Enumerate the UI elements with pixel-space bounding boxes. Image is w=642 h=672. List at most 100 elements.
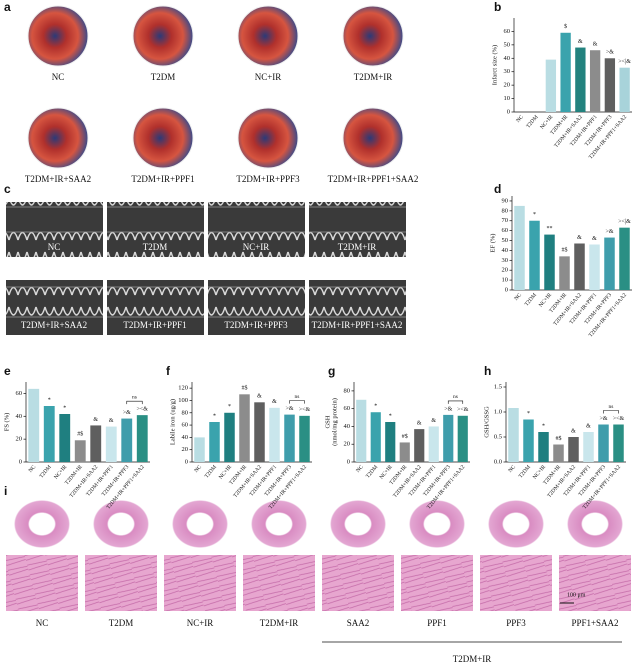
bar <box>28 388 40 462</box>
bar <box>574 243 585 290</box>
bar <box>136 415 148 462</box>
y-tick-label: 70 <box>502 217 509 224</box>
photo-label: NC <box>52 72 65 82</box>
photo-label: PPF3 <box>506 618 526 628</box>
bar <box>560 32 571 113</box>
y-tick-label: 60 <box>16 390 23 397</box>
significance-mark: & <box>431 418 436 424</box>
x-tick-label: NC <box>513 292 523 302</box>
photo-label: NC+IR <box>243 242 270 252</box>
significance-mark: * <box>48 397 51 403</box>
echo-image <box>6 202 103 257</box>
heart-photo <box>27 107 89 169</box>
echo-image <box>107 202 204 257</box>
significance-mark: ><& <box>299 407 311 413</box>
y-tick-label: 0 <box>507 108 510 115</box>
significance-mark: ><& <box>613 416 625 422</box>
bar <box>299 415 310 462</box>
significance-mark: * <box>389 413 392 419</box>
bar <box>523 419 534 462</box>
photo-label: T2DM+IR <box>260 618 299 628</box>
significance-mark: & <box>257 394 262 400</box>
heart-photo <box>132 5 194 67</box>
y-tick-label: 30 <box>504 68 511 75</box>
significance-mark: >& <box>123 410 131 416</box>
significance-mark: * <box>63 405 66 411</box>
panel-letter: i <box>4 484 7 498</box>
bar <box>385 422 396 462</box>
y-tick-label: 100 <box>178 397 188 404</box>
bar <box>74 440 86 462</box>
bar <box>514 205 525 290</box>
significance-mark: & <box>571 428 576 434</box>
significance-mark: >& <box>605 229 613 235</box>
panel-letter: a <box>4 0 11 14</box>
bar <box>613 424 624 462</box>
histology-image <box>322 555 394 611</box>
heart-photo <box>237 107 299 169</box>
y-tick-label: 0.0 <box>494 458 502 465</box>
echo-image <box>309 202 406 257</box>
bar <box>544 234 555 290</box>
panel-letter: g <box>328 364 335 378</box>
y-tick-label: 40 <box>502 247 509 254</box>
x-tick-label: NC+IR <box>53 464 68 481</box>
bracket <box>603 410 619 414</box>
x-tick-label: NC <box>355 464 365 474</box>
y-tick-label: 60 <box>182 422 189 429</box>
photo-label: T2DM+IR+PPF1 <box>123 320 186 330</box>
y-tick-label: 80 <box>502 207 509 214</box>
bar <box>559 256 570 290</box>
bracket-label: ns <box>295 394 300 400</box>
panel-letter: c <box>4 182 11 196</box>
bar <box>90 425 102 462</box>
y-tick-label: 0 <box>19 458 22 465</box>
histology-image <box>480 555 552 611</box>
bar <box>598 424 609 462</box>
y-tick-label: 20 <box>182 446 189 453</box>
bar <box>443 414 454 462</box>
bar <box>121 418 133 462</box>
significance-mark: ><|& <box>618 219 631 225</box>
histology-slice <box>567 500 623 548</box>
significance-mark: ><& <box>137 407 149 413</box>
bar <box>604 58 616 112</box>
y-tick-label: 80 <box>344 387 351 394</box>
heart-photo <box>237 5 299 67</box>
bar <box>619 227 630 290</box>
significance-mark: >& <box>599 416 607 422</box>
significance-mark: & <box>417 420 422 426</box>
y-tick-label: 20 <box>502 267 509 274</box>
significance-mark: & <box>272 399 277 405</box>
heart-photo <box>27 5 89 67</box>
x-tick-label: NC <box>28 464 38 474</box>
significance-mark: >& <box>606 50 614 56</box>
bracket-label: ns <box>453 394 458 400</box>
x-tick-label: T2DM <box>525 114 539 129</box>
bar <box>254 402 265 462</box>
significance-mark: * <box>374 404 377 410</box>
group-label: T2DM+IR <box>453 654 492 664</box>
significance-mark: & <box>578 39 583 45</box>
photo-label: NC <box>48 242 61 252</box>
significance-mark: & <box>586 423 591 429</box>
echo-image <box>107 280 204 335</box>
bar <box>59 414 71 462</box>
significance-mark: #$ <box>77 431 83 438</box>
bar <box>194 437 205 462</box>
histology-image <box>6 555 78 611</box>
bar <box>568 437 579 462</box>
y-tick-label: 1.5 <box>494 383 502 390</box>
bar <box>604 237 615 290</box>
y-tick-label: 60 <box>502 227 509 234</box>
scale-bar-label: 100 μm <box>567 592 586 598</box>
histology-slice <box>409 500 465 548</box>
significance-mark: & <box>109 418 114 424</box>
x-tick-label: T2DM <box>39 464 53 479</box>
y-tick-label: 80 <box>182 409 189 416</box>
photo-label: T2DM <box>151 72 176 82</box>
panel-letter: f <box>166 364 171 378</box>
echo-image <box>309 280 406 335</box>
photo-label: PPF1+SAA2 <box>571 618 618 628</box>
bar <box>399 442 410 462</box>
